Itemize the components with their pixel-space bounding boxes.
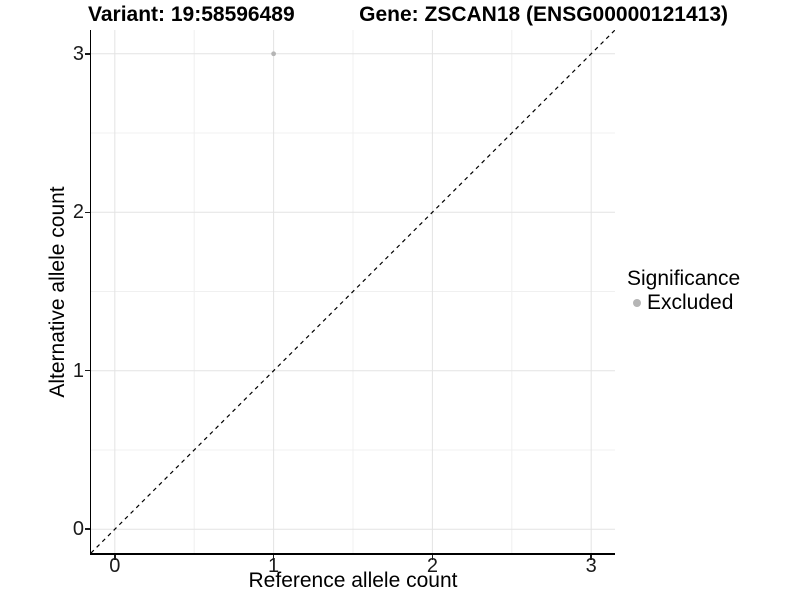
x-tick-label: 2 xyxy=(426,555,438,577)
x-tick-label: 0 xyxy=(109,555,121,577)
data-point xyxy=(271,51,277,57)
plot-title-gene: Gene: ZSCAN18 (ENSG00000121413) xyxy=(359,3,728,26)
legend: Significance Excluded xyxy=(627,266,740,315)
legend-entry: Excluded xyxy=(627,291,740,315)
plot-area-canvas xyxy=(91,30,615,553)
y-tick-mark xyxy=(84,369,90,372)
plot-title-variant: Variant: 19:58596489 xyxy=(88,3,295,26)
y-tick-label: 1 xyxy=(72,359,84,382)
y-tick-label: 3 xyxy=(72,42,84,65)
x-tick-mark xyxy=(590,554,592,560)
y-tick-label: 0 xyxy=(72,518,84,541)
y-tick-mark xyxy=(84,53,90,55)
identity-line xyxy=(91,30,615,553)
x-axis-line xyxy=(89,553,615,555)
x-tick-label: 1 xyxy=(268,555,280,577)
y-axis-line xyxy=(89,30,91,555)
y-tick-label: 2 xyxy=(72,201,84,224)
y-axis-title: Alternative allele count xyxy=(46,186,69,398)
x-tick-mark xyxy=(431,554,434,560)
x-tick-mark xyxy=(272,554,275,560)
x-axis-title: Reference allele count xyxy=(248,569,458,592)
y-tick-mark xyxy=(84,211,90,213)
legend-key-dot xyxy=(633,299,641,307)
legend-entry-label: Excluded xyxy=(647,291,734,314)
plot-panel xyxy=(91,30,615,553)
x-tick-mark xyxy=(114,554,116,560)
legend-title: Significance xyxy=(627,267,741,290)
y-tick-mark xyxy=(84,528,90,530)
x-tick-label: 3 xyxy=(585,555,597,577)
